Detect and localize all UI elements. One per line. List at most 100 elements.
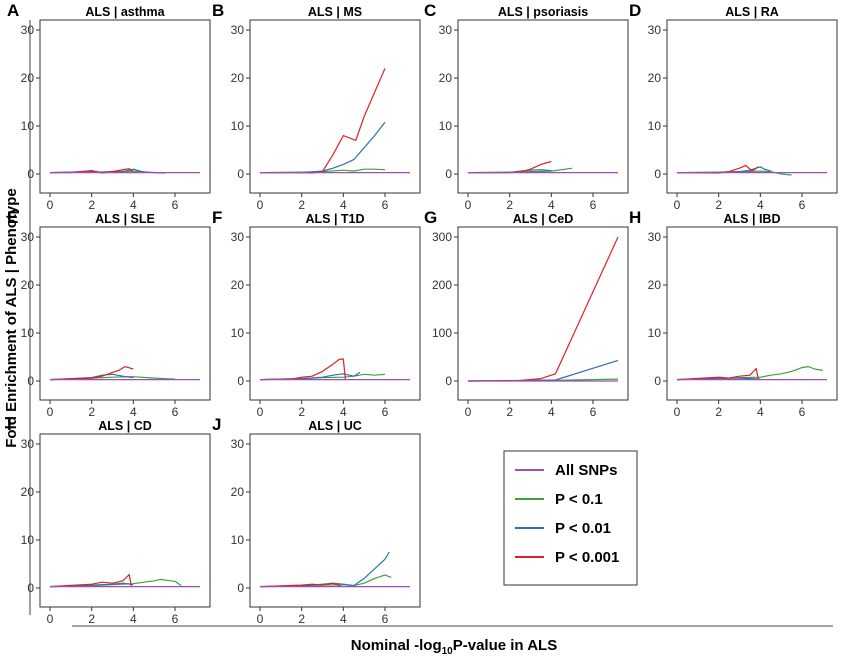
xlabel-suffix: P-value in ALS bbox=[453, 637, 557, 654]
legend-label: P < 0.01 bbox=[555, 520, 611, 537]
panel-title: ALS | MS bbox=[308, 5, 362, 19]
x-tick-label: 6 bbox=[172, 198, 179, 212]
y-tick-label: 200 bbox=[432, 278, 452, 292]
x-tick-label: 0 bbox=[257, 612, 264, 626]
x-tick-label: 4 bbox=[548, 198, 555, 212]
y-tick-label: 30 bbox=[231, 437, 245, 451]
y-tick-label: 10 bbox=[21, 119, 35, 133]
y-tick-label: 20 bbox=[21, 278, 35, 292]
panel-frame bbox=[457, 19, 629, 194]
y-tick-label: 20 bbox=[231, 71, 245, 85]
series-line-p-lt-001 bbox=[259, 551, 390, 588]
y-tick-label: 0 bbox=[654, 167, 661, 181]
y-tick-label: 30 bbox=[231, 230, 245, 244]
x-tick-label: 6 bbox=[172, 612, 179, 626]
y-tick-label: 0 bbox=[445, 374, 452, 388]
x-tick-label: 2 bbox=[88, 405, 95, 419]
series-line-p-lt-0001 bbox=[259, 582, 342, 588]
y-tick-label: 300 bbox=[432, 230, 452, 244]
panel-frame bbox=[39, 433, 211, 608]
panel-letter: A bbox=[7, 1, 19, 20]
series-line-p-lt-01 bbox=[676, 366, 823, 381]
y-tick-label: 20 bbox=[21, 485, 35, 499]
panel-frame bbox=[666, 226, 838, 401]
y-tick-label: 30 bbox=[648, 230, 662, 244]
series-line-p-lt-0001 bbox=[260, 68, 386, 174]
y-tick-label: 30 bbox=[21, 230, 35, 244]
x-tick-label: 4 bbox=[548, 405, 555, 419]
panel-frame bbox=[249, 433, 421, 608]
panel-f: F ALS | T1D 0 10 20 30 0 2 4 6 bbox=[212, 208, 421, 419]
y-tick-label: 10 bbox=[21, 326, 35, 340]
x-tick-label: 0 bbox=[47, 198, 54, 212]
y-tick-label: 0 bbox=[237, 167, 244, 181]
y-tick-label: 10 bbox=[648, 119, 662, 133]
series-line-p-lt-0001 bbox=[467, 236, 619, 382]
panel-frame bbox=[249, 226, 421, 401]
x-tick-label: 4 bbox=[340, 612, 347, 626]
x-tick-label: 0 bbox=[47, 405, 54, 419]
y-tick-label: 10 bbox=[648, 326, 662, 340]
x-tick-label: 6 bbox=[590, 405, 597, 419]
y-tick-label: 20 bbox=[21, 71, 35, 85]
panel-frame bbox=[457, 226, 629, 401]
y-tick-label: 0 bbox=[27, 167, 34, 181]
panel-letter: I bbox=[7, 415, 12, 434]
shared-y-axis-label: Fold Enrichment of ALS | Phenotype bbox=[3, 188, 20, 447]
y-tick-label: 0 bbox=[27, 374, 34, 388]
panel-e: E ALS | SLE 0 10 20 30 0 2 4 6 bbox=[7, 208, 211, 419]
xlabel-prefix: Nominal -log bbox=[351, 637, 442, 654]
x-tick-label: 4 bbox=[340, 198, 347, 212]
panel-letter: B bbox=[212, 1, 224, 20]
x-tick-label: 4 bbox=[130, 405, 137, 419]
y-tick-label: 20 bbox=[439, 71, 453, 85]
panel-g: G ALS | CeD 0 100 200 300 0 2 4 6 bbox=[424, 208, 629, 419]
y-tick-label: 30 bbox=[21, 23, 35, 37]
panel-letter: C bbox=[424, 1, 436, 20]
y-tick-label: 10 bbox=[231, 326, 245, 340]
legend: All SNPs P < 0.1 P < 0.01 P < 0.001 bbox=[503, 450, 638, 586]
x-tick-label: 2 bbox=[298, 198, 305, 212]
panel-frame bbox=[666, 19, 838, 194]
panel-j: J ALS | UC 0 10 20 30 0 2 4 6 bbox=[212, 415, 421, 626]
panel-a: A ALS | asthma 0 10 20 30 0 2 4 6 bbox=[7, 1, 211, 212]
series-line-p-lt-001 bbox=[259, 371, 361, 381]
panel-d: D ALS | RA 0 10 20 30 0 2 4 6 bbox=[629, 1, 838, 212]
y-tick-label: 10 bbox=[231, 533, 245, 547]
y-tick-label: 30 bbox=[439, 23, 453, 37]
x-tick-label: 4 bbox=[757, 198, 764, 212]
panel-title: ALS | asthma bbox=[85, 5, 165, 19]
x-tick-label: 2 bbox=[715, 405, 722, 419]
series-line-p-lt-001 bbox=[260, 121, 386, 174]
panel-b: B ALS | MS 0 10 20 30 0 2 4 6 bbox=[212, 1, 421, 212]
x-tick-label: 4 bbox=[130, 198, 137, 212]
x-tick-label: 2 bbox=[506, 198, 513, 212]
panel-i: I ALS | CD 0 10 20 30 0 2 4 6 bbox=[7, 415, 211, 626]
panel-letter: D bbox=[629, 1, 641, 20]
y-tick-label: 20 bbox=[648, 71, 662, 85]
x-tick-label: 6 bbox=[590, 198, 597, 212]
y-tick-label: 20 bbox=[648, 278, 662, 292]
x-tick-label: 6 bbox=[382, 612, 389, 626]
x-tick-label: 6 bbox=[382, 198, 389, 212]
x-tick-label: 2 bbox=[506, 405, 513, 419]
x-tick-label: 4 bbox=[130, 612, 137, 626]
x-tick-label: 2 bbox=[88, 198, 95, 212]
panel-h: H ALS | IBD 0 10 20 30 0 2 4 6 bbox=[629, 208, 838, 419]
series-line-p-lt-0001 bbox=[259, 358, 346, 381]
x-tick-label: 0 bbox=[465, 405, 472, 419]
series-line-p-lt-0001 bbox=[49, 366, 134, 381]
panel-title: ALS | UC bbox=[308, 419, 362, 433]
x-tick-label: 6 bbox=[799, 198, 806, 212]
y-tick-label: 10 bbox=[231, 119, 245, 133]
x-tick-label: 2 bbox=[298, 612, 305, 626]
x-tick-label: 0 bbox=[674, 405, 681, 419]
panel-letter: F bbox=[212, 208, 222, 227]
panel-title: ALS | T1D bbox=[305, 212, 364, 226]
x-tick-label: 6 bbox=[382, 405, 389, 419]
panel-title: ALS | CD bbox=[98, 419, 152, 433]
legend-label: P < 0.1 bbox=[555, 491, 603, 508]
panel-letter: E bbox=[7, 208, 18, 227]
